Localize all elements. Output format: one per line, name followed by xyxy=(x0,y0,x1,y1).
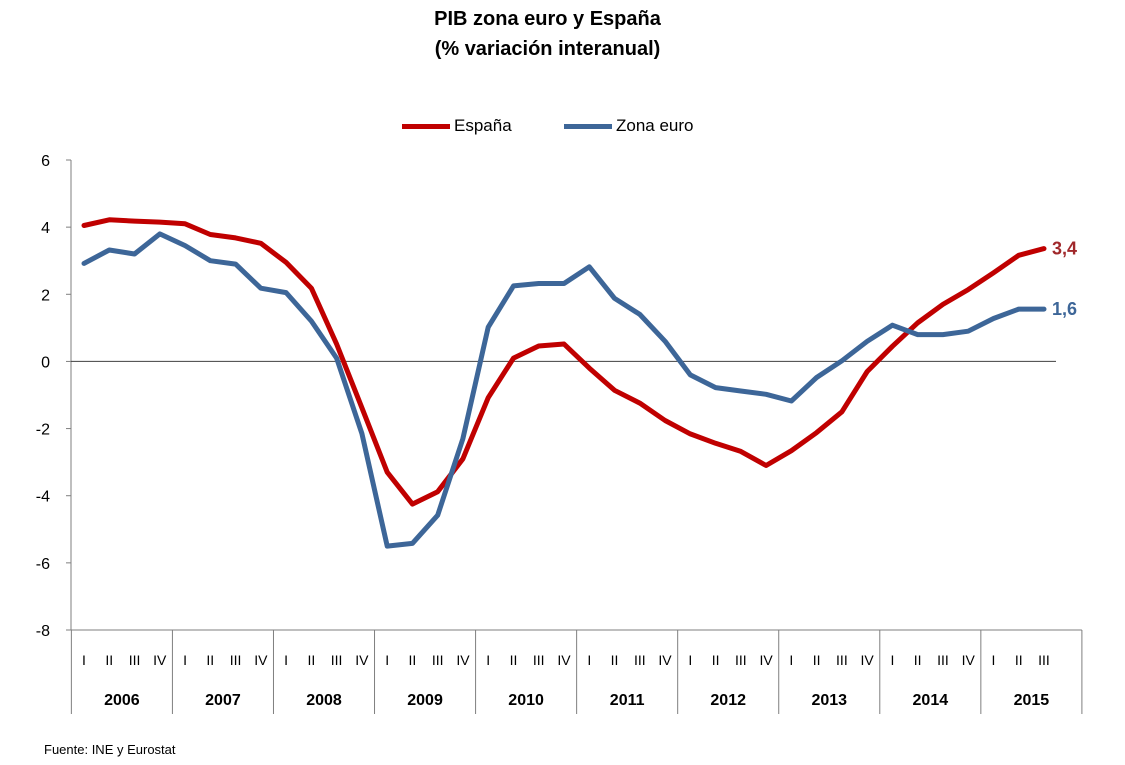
x-year-label: 2013 xyxy=(811,692,847,709)
x-quarter-label: II xyxy=(409,652,417,668)
x-quarter-label: IV xyxy=(355,652,369,668)
chart-subtitle: (% variación interanual) xyxy=(434,38,661,60)
x-quarter-label: III xyxy=(937,652,949,668)
x-quarter-label: II xyxy=(1015,652,1023,668)
x-quarter-label: IV xyxy=(962,652,976,668)
x-quarter-label: I xyxy=(486,652,490,668)
legend-swatch-zona-euro xyxy=(564,123,612,129)
legend-label-espana: España xyxy=(454,116,512,135)
x-quarter-label: III xyxy=(836,652,848,668)
legend-label-zona-euro: Zona euro xyxy=(616,116,694,135)
y-tick-label: 6 xyxy=(41,153,50,170)
x-year-label: 2007 xyxy=(205,692,241,709)
y-tick-label: -2 xyxy=(36,422,50,439)
x-quarter-label: I xyxy=(385,652,389,668)
series-line-zona-euro xyxy=(81,231,1047,549)
x-quarter-label: III xyxy=(533,652,545,668)
x-quarter-label: II xyxy=(510,652,518,668)
x-year-label: 2012 xyxy=(710,692,746,709)
legend-item-zona-euro: Zona euro xyxy=(564,116,694,136)
x-quarter-label: I xyxy=(183,652,187,668)
x-quarter-label: I xyxy=(82,652,86,668)
x-quarter-label: II xyxy=(813,652,821,668)
y-tick-label: -6 xyxy=(36,556,50,573)
x-quarter-label: I xyxy=(992,652,996,668)
x-quarter-label: II xyxy=(712,652,720,668)
x-quarter-label: IV xyxy=(153,652,167,668)
x-quarter-label: III xyxy=(735,652,747,668)
x-quarter-label: II xyxy=(307,652,315,668)
x-quarter-label: IV xyxy=(557,652,571,668)
x-year-label: 2010 xyxy=(508,692,544,709)
x-quarter-label: III xyxy=(331,652,343,668)
x-quarter-label: II xyxy=(206,652,214,668)
legend: España Zona euro xyxy=(0,116,1125,140)
x-quarter-label: III xyxy=(1038,652,1050,668)
y-tick-label: 2 xyxy=(41,287,50,304)
x-quarter-label: IV xyxy=(658,652,672,668)
y-tick-label: -4 xyxy=(36,489,50,506)
chart-title: PIB zona euro y España xyxy=(434,8,661,30)
x-quarter-label: I xyxy=(587,652,591,668)
x-quarter-label: I xyxy=(284,652,288,668)
y-tick-label: 0 xyxy=(41,354,50,371)
legend-swatch-espana xyxy=(402,123,450,129)
y-tick-label: 4 xyxy=(41,220,50,237)
end-label-espana: 3,4 xyxy=(1052,239,1077,259)
x-quarter-label: II xyxy=(105,652,113,668)
y-tick-label: -8 xyxy=(36,623,50,640)
x-year-label: 2014 xyxy=(913,692,949,709)
x-quarter-label: II xyxy=(914,652,922,668)
x-quarter-label: II xyxy=(611,652,619,668)
x-quarter-label: III xyxy=(230,652,242,668)
x-year-label: 2008 xyxy=(306,692,342,709)
legend-item-espana: España xyxy=(402,116,512,136)
x-quarter-label: IV xyxy=(254,652,268,668)
x-quarter-label: III xyxy=(129,652,141,668)
x-quarter-label: III xyxy=(432,652,444,668)
x-quarter-label: I xyxy=(789,652,793,668)
x-quarter-label: I xyxy=(890,652,894,668)
source-note: Fuente: INE y Eurostat xyxy=(44,742,176,757)
x-quarter-label: IV xyxy=(759,652,773,668)
series-line-espana xyxy=(81,217,1047,507)
end-label-zona-euro: 1,6 xyxy=(1052,299,1077,319)
x-year-label: 2011 xyxy=(610,692,645,709)
x-quarter-label: III xyxy=(634,652,646,668)
x-quarter-label: IV xyxy=(861,652,875,668)
x-year-label: 2009 xyxy=(407,692,443,709)
x-quarter-label: I xyxy=(688,652,692,668)
x-year-label: 2015 xyxy=(1014,692,1050,709)
x-quarter-label: IV xyxy=(456,652,470,668)
x-year-label: 2006 xyxy=(104,692,140,709)
